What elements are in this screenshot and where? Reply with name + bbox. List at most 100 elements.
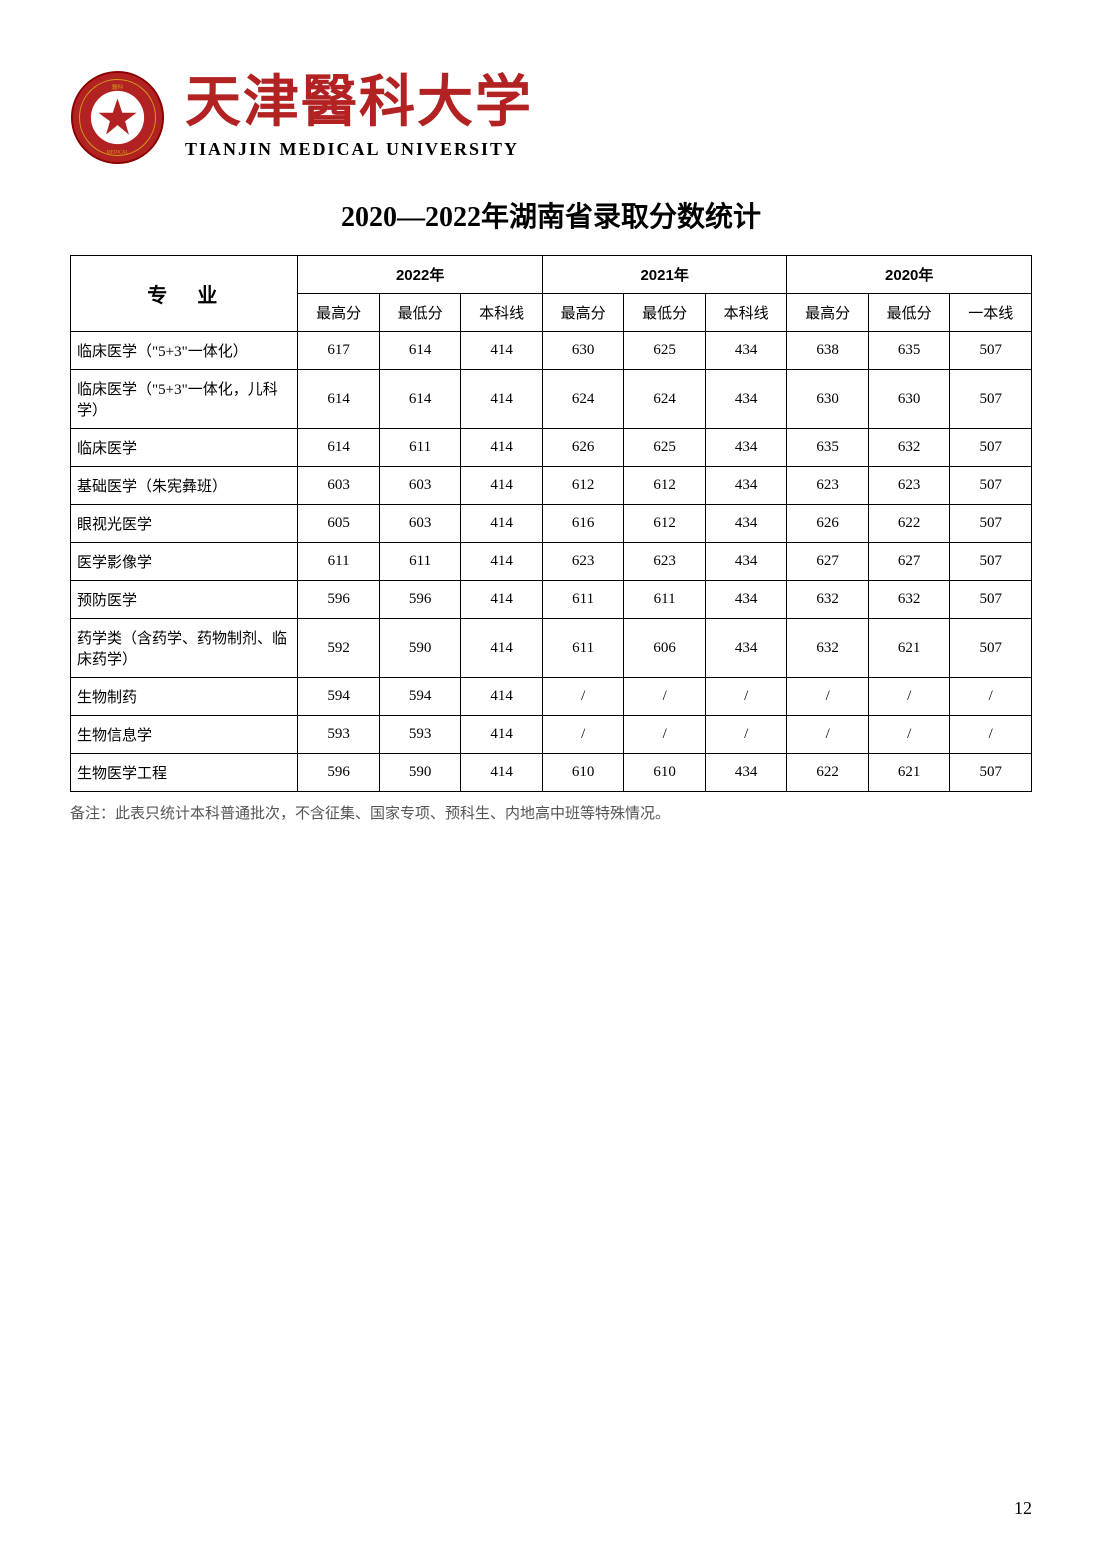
- table-row: 医学影像学611611414623623434627627507: [71, 543, 1032, 581]
- score-cell: 414: [461, 429, 543, 467]
- table-row: 临床医学（"5+3"一体化）61761441463062543463863550…: [71, 332, 1032, 370]
- score-cell: 635: [868, 332, 950, 370]
- score-cell: 630: [542, 332, 624, 370]
- score-cell: 614: [379, 332, 461, 370]
- score-cell: 617: [298, 332, 380, 370]
- score-cell: 622: [787, 754, 869, 792]
- score-cell: 603: [379, 505, 461, 543]
- university-logo: 醫科 MEDICAL: [70, 70, 165, 165]
- major-cell: 生物信息学: [71, 716, 298, 754]
- score-table: 专业 2022年 2021年 2020年 最高分 最低分 本科线 最高分 最低分…: [70, 255, 1032, 792]
- score-cell: 611: [379, 543, 461, 581]
- score-cell: 623: [787, 467, 869, 505]
- university-name-block: 天津醫科大学 TIANJIN MEDICAL UNIVERSITY: [185, 75, 533, 160]
- score-cell: 434: [705, 505, 787, 543]
- score-cell: 612: [624, 505, 706, 543]
- score-cell: 610: [542, 754, 624, 792]
- footnote: 备注：此表只统计本科普通批次，不含征集、国家专项、预科生、内地高中班等特殊情况。: [70, 802, 1032, 823]
- score-cell: 611: [379, 429, 461, 467]
- major-header: 专业: [71, 256, 298, 332]
- score-cell: /: [787, 716, 869, 754]
- table-row: 生物信息学593593414//////: [71, 716, 1032, 754]
- score-cell: /: [705, 678, 787, 716]
- year-header-2021: 2021年: [542, 256, 787, 294]
- score-cell: 625: [624, 332, 706, 370]
- score-cell: 627: [868, 543, 950, 581]
- score-cell: 630: [787, 370, 869, 429]
- major-cell: 基础医学（朱宪彝班）: [71, 467, 298, 505]
- document-header: 醫科 MEDICAL 天津醫科大学 TIANJIN MEDICAL UNIVER…: [70, 70, 1032, 165]
- score-cell: 632: [787, 581, 869, 619]
- score-cell: 612: [542, 467, 624, 505]
- score-cell: /: [868, 678, 950, 716]
- major-cell: 生物制药: [71, 678, 298, 716]
- score-cell: 611: [298, 543, 380, 581]
- table-row: 预防医学596596414611611434632632507: [71, 581, 1032, 619]
- score-cell: /: [950, 678, 1032, 716]
- table-row: 生物医学工程596590414610610434622621507: [71, 754, 1032, 792]
- score-cell: 596: [298, 754, 380, 792]
- table-row: 生物制药594594414//////: [71, 678, 1032, 716]
- score-cell: 603: [298, 467, 380, 505]
- score-cell: 606: [624, 619, 706, 678]
- score-cell: 614: [379, 370, 461, 429]
- score-cell: 414: [461, 581, 543, 619]
- major-cell: 临床医学（"5+3"一体化，儿科学）: [71, 370, 298, 429]
- score-cell: 434: [705, 543, 787, 581]
- score-cell: 605: [298, 505, 380, 543]
- score-cell: 507: [950, 581, 1032, 619]
- score-cell: 627: [787, 543, 869, 581]
- score-cell: 593: [298, 716, 380, 754]
- score-cell: /: [542, 716, 624, 754]
- score-cell: 612: [624, 467, 706, 505]
- score-cell: 594: [298, 678, 380, 716]
- svg-text:醫科: 醫科: [112, 83, 124, 91]
- table-row: 临床医学（"5+3"一体化，儿科学）6146144146246244346306…: [71, 370, 1032, 429]
- score-cell: 614: [298, 429, 380, 467]
- score-cell: 414: [461, 678, 543, 716]
- score-cell: 434: [705, 332, 787, 370]
- score-cell: /: [624, 716, 706, 754]
- score-cell: 621: [868, 619, 950, 678]
- score-cell: 603: [379, 467, 461, 505]
- score-cell: 414: [461, 754, 543, 792]
- table-row: 药学类（含药学、药物制剂、临床药学）5925904146116064346326…: [71, 619, 1032, 678]
- score-cell: 414: [461, 505, 543, 543]
- table-row: 临床医学614611414626625434635632507: [71, 429, 1032, 467]
- score-cell: 507: [950, 429, 1032, 467]
- score-cell: 507: [950, 505, 1032, 543]
- score-cell: 434: [705, 581, 787, 619]
- major-cell: 医学影像学: [71, 543, 298, 581]
- sub-header: 本科线: [461, 294, 543, 332]
- score-cell: 593: [379, 716, 461, 754]
- score-cell: 622: [868, 505, 950, 543]
- score-cell: 414: [461, 332, 543, 370]
- major-cell: 药学类（含药学、药物制剂、临床药学）: [71, 619, 298, 678]
- score-cell: 592: [298, 619, 380, 678]
- score-cell: 414: [461, 619, 543, 678]
- score-cell: 632: [787, 619, 869, 678]
- score-cell: 614: [298, 370, 380, 429]
- year-header-2020: 2020年: [787, 256, 1032, 294]
- score-cell: /: [542, 678, 624, 716]
- year-header-2022: 2022年: [298, 256, 543, 294]
- score-cell: 626: [787, 505, 869, 543]
- score-cell: /: [868, 716, 950, 754]
- score-cell: 507: [950, 754, 1032, 792]
- sub-header: 本科线: [705, 294, 787, 332]
- score-cell: 625: [624, 429, 706, 467]
- score-cell: 623: [624, 543, 706, 581]
- score-cell: /: [705, 716, 787, 754]
- score-cell: 632: [868, 429, 950, 467]
- score-cell: 414: [461, 370, 543, 429]
- score-cell: 638: [787, 332, 869, 370]
- score-cell: 611: [542, 619, 624, 678]
- university-name-english: TIANJIN MEDICAL UNIVERSITY: [185, 139, 533, 160]
- score-cell: 624: [542, 370, 624, 429]
- svg-text:MEDICAL: MEDICAL: [107, 151, 129, 156]
- sub-header: 最高分: [298, 294, 380, 332]
- score-cell: 610: [624, 754, 706, 792]
- university-name-chinese: 天津醫科大学: [185, 75, 533, 131]
- score-cell: 623: [868, 467, 950, 505]
- sub-header: 最高分: [787, 294, 869, 332]
